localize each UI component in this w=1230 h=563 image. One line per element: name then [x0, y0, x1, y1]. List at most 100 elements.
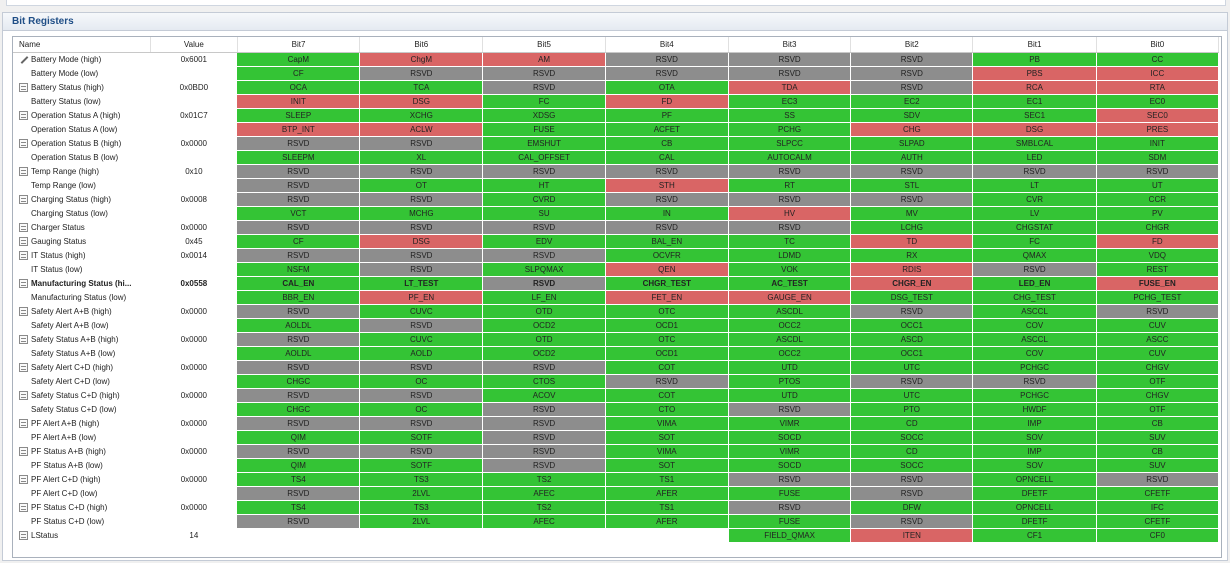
register-name-cell[interactable]: PF Status A+B (low) — [13, 458, 151, 473]
bit-cell[interactable]: 2LVL — [359, 514, 484, 529]
bit-cell[interactable]: RSVD — [482, 66, 606, 81]
table-row[interactable]: Operation Status B (high) 0x0000 RSVD RSVD E… — [13, 136, 1220, 151]
bit-cell[interactable]: OT — [359, 178, 484, 193]
bit-cell[interactable]: ASCDL — [728, 332, 852, 347]
bit-cell[interactable]: FD — [1096, 234, 1220, 249]
bit-cell[interactable]: FIELD_QMAX — [728, 528, 852, 543]
bit-cell[interactable]: RSVD — [728, 192, 852, 207]
bit-cell[interactable]: FUSE — [728, 514, 852, 529]
table-row[interactable]: Safety Alert A+B (high) 0x0000 RSVD CUVC OTD… — [13, 304, 1220, 319]
bit-cell[interactable]: CB — [1096, 444, 1220, 459]
table-row[interactable]: Charging Status (low) VCT MCHG SU IN HV MV LV PV — [13, 206, 1220, 221]
table-row[interactable]: PF Status A+B (high) 0x0000 RSVD RSVD RSVD VI… — [13, 444, 1220, 459]
expand-icon[interactable] — [19, 279, 28, 289]
bit-cell[interactable]: RSVD — [237, 192, 361, 207]
bit-cell[interactable]: RSVD — [482, 164, 606, 179]
register-name-cell[interactable]: Operation Status B (low) — [13, 150, 151, 165]
bit-cell[interactable]: COT — [605, 388, 729, 403]
bit-cell[interactable]: IFC — [1096, 500, 1220, 515]
bit-cell[interactable]: CUV — [1096, 318, 1220, 333]
bit-cell[interactable]: HV — [728, 206, 852, 221]
bit-cell[interactable]: RSVD — [605, 374, 729, 389]
bit-cell[interactable]: RSVD — [359, 192, 484, 207]
bit-cell[interactable]: CHGC — [237, 374, 361, 389]
bit-cell[interactable]: VIMR — [728, 416, 852, 431]
bit-cell[interactable]: LDMD — [728, 248, 852, 263]
bit-cell[interactable]: FUSE_EN — [1096, 276, 1220, 291]
bit-cell[interactable]: RSVD — [359, 220, 484, 235]
bit-cell[interactable]: OTC — [605, 332, 729, 347]
expand-icon[interactable] — [19, 237, 28, 247]
bit-cell[interactable]: RSVD — [850, 374, 974, 389]
expand-icon[interactable] — [19, 447, 28, 457]
bit-cell[interactable]: RSVD — [850, 66, 974, 81]
bit-cell[interactable]: SLEEP — [237, 108, 361, 123]
bit-cell[interactable]: CHG — [850, 122, 974, 137]
bit-cell[interactable]: LED_EN — [972, 276, 1097, 291]
expand-icon[interactable] — [19, 363, 28, 373]
bit-cell[interactable]: COT — [605, 360, 729, 375]
bit-cell[interactable]: RSVD — [1096, 304, 1220, 319]
bit-cell[interactable]: MCHG — [359, 206, 484, 221]
bit-cell[interactable]: RSVD — [359, 66, 484, 81]
bit-cell[interactable]: ASCCL — [972, 332, 1097, 347]
bit-cell[interactable]: RX — [850, 248, 974, 263]
table-row[interactable]: Safety Status C+D (low) CHGC OC RSVD CTO RSVD… — [13, 402, 1220, 417]
bit-cell[interactable]: SLEEPM — [237, 150, 361, 165]
column-header-bit0[interactable]: Bit0 — [1096, 37, 1220, 53]
bit-cell[interactable]: RDIS — [850, 262, 974, 277]
bit-cell[interactable]: CF — [237, 234, 361, 249]
bit-cell[interactable]: RSVD — [237, 444, 361, 459]
bit-cell[interactable]: CHG_TEST — [972, 290, 1097, 305]
bit-cell[interactable]: EC3 — [728, 94, 852, 109]
bit-cell[interactable]: DFETF — [972, 514, 1097, 529]
bit-cell[interactable]: QIM — [237, 458, 361, 473]
expand-icon[interactable] — [19, 251, 28, 261]
bit-cell[interactable]: CB — [1096, 416, 1220, 431]
table-row[interactable]: Safety Alert C+D (high) 0x0000 RSVD RSVD RSV… — [13, 360, 1220, 375]
bit-cell[interactable]: RSVD — [237, 360, 361, 375]
bit-cell[interactable]: SMBLCAL — [972, 136, 1097, 151]
bit-cell[interactable]: AFEC — [482, 486, 606, 501]
bit-cell[interactable]: RSVD — [1096, 472, 1220, 487]
register-name-cell[interactable]: Operation Status B (high) — [13, 136, 151, 151]
table-row[interactable]: PF Status C+D (low) RSVD 2LVL AFEC AFER FUSE R… — [13, 514, 1220, 529]
column-header-bit1[interactable]: Bit1 — [972, 37, 1097, 53]
bit-cell[interactable]: OCD2 — [482, 346, 606, 361]
expand-icon[interactable] — [19, 223, 28, 233]
bit-cell[interactable]: PV — [1096, 206, 1220, 221]
bit-cell[interactable]: RSVD — [728, 402, 852, 417]
table-row[interactable]: Safety Status A+B (low) AOLDL AOLD OCD2 OCD1… — [13, 346, 1220, 361]
bit-cell[interactable]: LT_TEST — [359, 276, 484, 291]
bit-cell[interactable]: RSVD — [359, 388, 484, 403]
bit-cell[interactable]: RSVD — [482, 360, 606, 375]
bit-cell[interactable]: FET_EN — [605, 290, 729, 305]
bit-cell[interactable]: CF — [237, 66, 361, 81]
bit-cell[interactable]: CD — [850, 444, 974, 459]
bit-cell[interactable]: PF_EN — [359, 290, 484, 305]
bit-cell[interactable]: ASCD — [850, 332, 974, 347]
bit-cell[interactable]: RCA — [972, 80, 1097, 95]
bit-cell[interactable]: OCC1 — [850, 346, 974, 361]
register-name-cell[interactable]: Safety Status C+D (low) — [13, 402, 151, 417]
table-row[interactable]: Safety Status A+B (high) 0x0000 RSVD CUVC OT… — [13, 332, 1220, 347]
table-row[interactable]: IT Status (low) NSFM RSVD SLPQMAX QEN VOK RDIS… — [13, 262, 1220, 277]
bit-cell[interactable]: SOCC — [850, 458, 974, 473]
table-row[interactable]: Battery Mode (low) CF RSVD RSVD RSVD RSVD RSVD… — [13, 66, 1220, 81]
table-row[interactable]: Operation Status A (high) 0x01C7 SLEEP XCHG… — [13, 108, 1220, 123]
bit-cell[interactable]: CUV — [1096, 346, 1220, 361]
bit-cell[interactable]: RSVD — [850, 80, 974, 95]
bit-cell[interactable]: CHGV — [1096, 360, 1220, 375]
bit-cell[interactable]: RSVD — [237, 136, 361, 151]
bit-cell[interactable]: CHGR_EN — [850, 276, 974, 291]
bit-cell[interactable]: RSVD — [972, 164, 1097, 179]
bit-cell[interactable]: UTC — [850, 388, 974, 403]
bit-cell[interactable]: SOV — [972, 430, 1097, 445]
bit-cell[interactable]: ITEN — [850, 528, 974, 543]
bit-cell[interactable]: RSVD — [850, 514, 974, 529]
bit-cell[interactable]: DSG_TEST — [850, 290, 974, 305]
expand-icon[interactable] — [19, 475, 28, 485]
bit-cell[interactable]: CC — [1096, 52, 1220, 67]
register-name-cell[interactable]: PF Alert C+D (high) — [13, 472, 151, 487]
register-name-cell[interactable]: PF Status C+D (low) — [13, 514, 151, 529]
